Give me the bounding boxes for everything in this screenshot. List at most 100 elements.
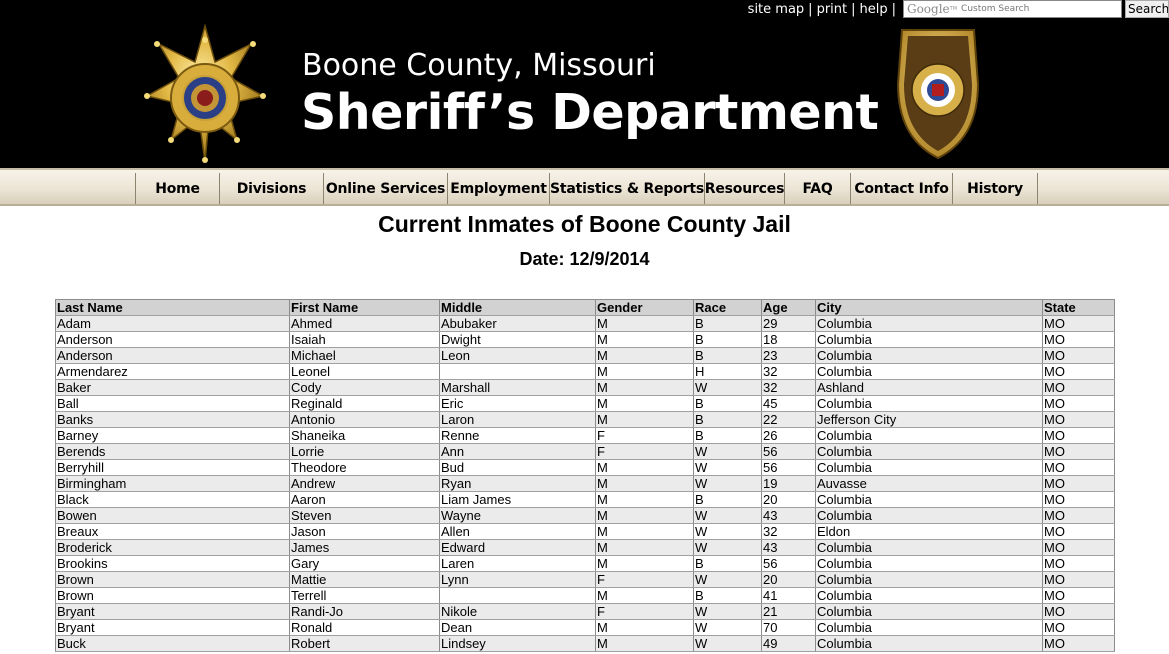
cell-first-name: Aaron (289, 491, 440, 508)
cell-first-name: Lorrie (289, 443, 440, 460)
cell-state: MO (1042, 523, 1115, 540)
search-placeholder: Custom Search (961, 4, 1030, 14)
main-nav: Home Divisions Online Services Employmen… (135, 173, 1038, 204)
cell-city: Columbia (815, 347, 1043, 364)
cell-middle-name: Bud (439, 459, 596, 476)
table-row: Birmingham Andrew Ryan M W 19 Auvasse MO (55, 475, 1115, 492)
nav-faq[interactable]: FAQ (785, 173, 851, 204)
cell-last-name: Brown (55, 587, 290, 604)
cell-state: MO (1042, 395, 1115, 412)
inmates-table: Last Name First Name Middle Gender Race Age Ci… (55, 299, 1115, 652)
cell-first-name: Randi-Jo (289, 603, 440, 620)
nav-contact-info[interactable]: Contact Info (851, 173, 953, 204)
cell-age: 56 (761, 555, 816, 572)
utility-separator: | (891, 1, 896, 17)
table-header-row: Last Name First Name Middle Gender Race Age Ci… (55, 299, 1115, 316)
column-header-state: State (1042, 299, 1115, 316)
cell-first-name: Terrell (289, 587, 440, 604)
nav-employment[interactable]: Employment (448, 173, 550, 204)
cell-age: 23 (761, 347, 816, 364)
cell-middle-name: Laron (439, 411, 596, 428)
column-header-gender: Gender (595, 299, 694, 316)
cell-middle-name: Ryan (439, 475, 596, 492)
cell-race: W (693, 379, 762, 396)
column-header-first-name: First Name (289, 299, 440, 316)
cell-city: Columbia (815, 635, 1043, 652)
cell-first-name: Leonel (289, 363, 440, 380)
nav-home[interactable]: Home (136, 173, 220, 204)
cell-city: Columbia (815, 571, 1043, 588)
cell-race: B (693, 491, 762, 508)
cell-state: MO (1042, 507, 1115, 524)
table-row: Breaux Jason Allen M W 32 Eldon MO (55, 523, 1115, 540)
cell-age: 29 (761, 315, 816, 332)
nav-history[interactable]: History (953, 173, 1038, 204)
cell-state: MO (1042, 427, 1115, 444)
table-body: Adam Ahmed Abubaker M B 29 Columbia MO Anderson I… (55, 315, 1115, 652)
nav-online-services[interactable]: Online Services (324, 173, 448, 204)
cell-age: 70 (761, 619, 816, 636)
cell-age: 49 (761, 635, 816, 652)
cell-city: Ashland (815, 379, 1043, 396)
cell-city: Columbia (815, 539, 1043, 556)
cell-race: B (693, 587, 762, 604)
cell-first-name: Isaiah (289, 331, 440, 348)
cell-race: B (693, 347, 762, 364)
nav-statistics-reports[interactable]: Statistics & Reports (550, 173, 705, 204)
cell-gender: M (595, 411, 694, 428)
cell-race: W (693, 459, 762, 476)
cell-age: 18 (761, 331, 816, 348)
table-row: Baker Cody Marshall M W 32 Ashland MO (55, 379, 1115, 396)
cell-last-name: Broderick (55, 539, 290, 556)
cell-race: B (693, 395, 762, 412)
cell-last-name: Brown (55, 571, 290, 588)
cell-middle-name: Eric (439, 395, 596, 412)
cell-city: Columbia (815, 459, 1043, 476)
cell-state: MO (1042, 475, 1115, 492)
cell-middle-name: Leon (439, 347, 596, 364)
cell-state: MO (1042, 443, 1115, 460)
cell-first-name: Ahmed (289, 315, 440, 332)
cell-middle-name: Renne (439, 427, 596, 444)
header-county-title: Boone County, Missouri (302, 48, 656, 83)
table-row: Brown Mattie Lynn F W 20 Columbia MO (55, 571, 1115, 588)
table-row: Berryhill Theodore Bud M W 56 Columbia MO (55, 459, 1115, 476)
cell-first-name: Ronald (289, 619, 440, 636)
cell-middle-name: Nikole (439, 603, 596, 620)
search-button[interactable]: Search (1125, 0, 1169, 18)
cell-race: W (693, 619, 762, 636)
cell-race: B (693, 315, 762, 332)
table-row: Anderson Michael Leon M B 23 Columbia MO (55, 347, 1115, 364)
nav-divisions[interactable]: Divisions (220, 173, 324, 204)
cell-state: MO (1042, 635, 1115, 652)
cell-first-name: Gary (289, 555, 440, 572)
cell-first-name: James (289, 539, 440, 556)
help-link[interactable]: help (859, 1, 888, 17)
cell-middle-name (439, 587, 596, 604)
nav-resources[interactable]: Resources (705, 173, 785, 204)
cell-race: B (693, 331, 762, 348)
cell-last-name: Berends (55, 443, 290, 460)
print-link[interactable]: print (816, 1, 848, 17)
cell-city: Columbia (815, 555, 1043, 572)
cell-gender: M (595, 395, 694, 412)
cell-last-name: Bryant (55, 603, 290, 620)
cell-middle-name: Laren (439, 555, 596, 572)
cell-gender: M (595, 507, 694, 524)
cell-state: MO (1042, 603, 1115, 620)
search-input[interactable]: Google TM Custom Search (903, 0, 1122, 18)
cell-state: MO (1042, 571, 1115, 588)
cell-city: Columbia (815, 395, 1043, 412)
table-row: Bowen Steven Wayne M W 43 Columbia MO (55, 507, 1115, 524)
cell-last-name: Adam (55, 315, 290, 332)
cell-last-name: Buck (55, 635, 290, 652)
google-logo: Google (907, 2, 950, 16)
cell-first-name: Steven (289, 507, 440, 524)
cell-first-name: Jason (289, 523, 440, 540)
cell-race: W (693, 443, 762, 460)
site-map-link[interactable]: site map (747, 1, 805, 17)
utility-separator: | (808, 1, 813, 17)
cell-first-name: Mattie (289, 571, 440, 588)
cell-race: W (693, 523, 762, 540)
cell-middle-name: Lynn (439, 571, 596, 588)
